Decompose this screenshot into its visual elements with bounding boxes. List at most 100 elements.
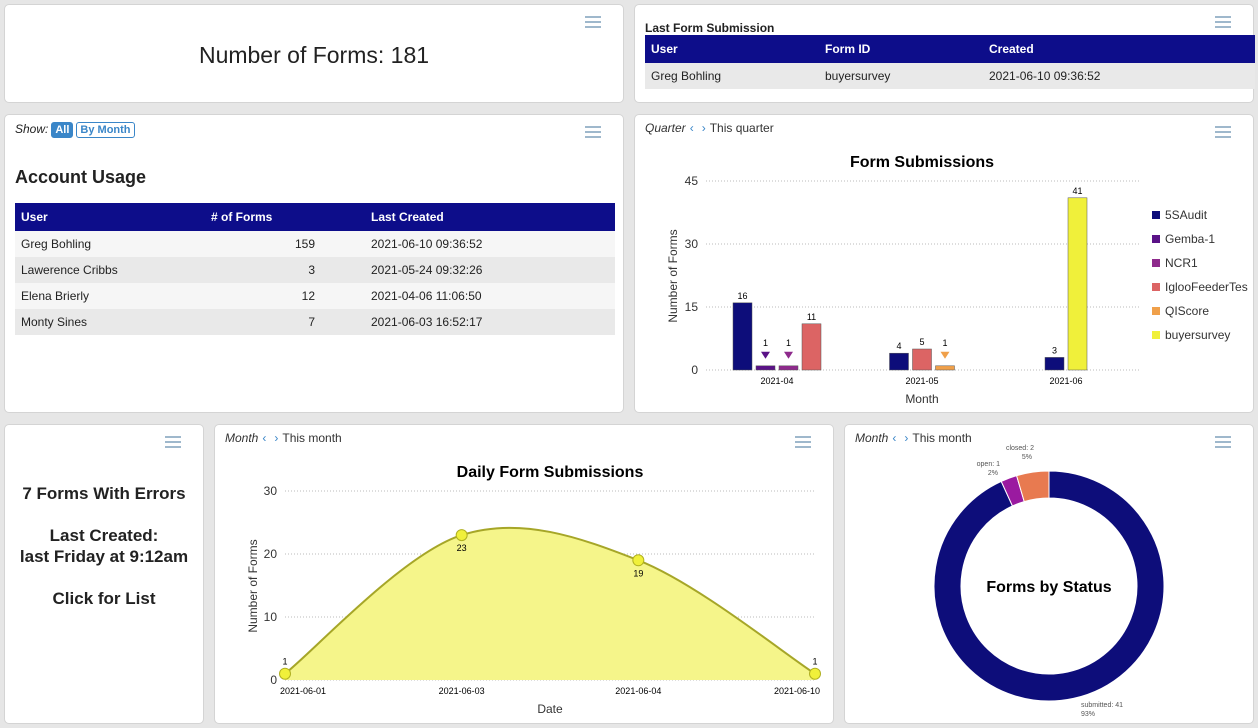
period-nav: Quarter ‹ › This quarter: [645, 121, 774, 135]
legend-label: IglooFeederTes: [1165, 280, 1248, 294]
prev-chevron-icon[interactable]: ‹: [892, 431, 897, 445]
table-row[interactable]: Lawerence Cribbs 3 2021-05-24 09:32:26: [15, 257, 615, 283]
next-chevron-icon[interactable]: ›: [701, 121, 706, 135]
errors-count: 7 Forms With Errors: [22, 484, 186, 503]
daily-submissions-panel: Month ‹ › This month Daily Form Submissions…: [214, 424, 834, 724]
forms-count: Number of Forms: 181: [198, 42, 430, 68]
cell: 2021-06-03 16:52:17: [365, 309, 615, 335]
data-point[interactable]: [455, 529, 468, 542]
cell: 3: [205, 257, 365, 283]
cell: Monty Sines: [15, 309, 205, 335]
current-period: This month: [282, 431, 342, 445]
prev-chevron-icon[interactable]: ‹: [689, 121, 694, 135]
x-tick-label: 2021-06-01: [280, 686, 326, 696]
data-point[interactable]: [279, 667, 291, 680]
menu-icon[interactable]: [165, 433, 181, 451]
table-row[interactable]: Greg Bohling buyersurvey 2021-06-10 09:36:…: [645, 63, 1255, 89]
period-nav: Month ‹ › This month: [855, 431, 972, 445]
col-header: User: [15, 203, 205, 231]
menu-icon[interactable]: [585, 13, 601, 31]
x-tick-label: 2021-06-03: [439, 686, 485, 696]
chart-title: Daily Form Submissions: [457, 464, 644, 481]
form-submissions-panel: Quarter ‹ › This quarter Form Submissions 0 1…: [634, 114, 1254, 413]
cell: buyersurvey: [819, 63, 983, 89]
account-usage-panel: Show: All By Month Account Usage User # of …: [4, 114, 624, 413]
table-row[interactable]: Monty Sines 7 2021-06-03 16:52:17: [15, 309, 615, 335]
data-point[interactable]: [632, 554, 645, 567]
forms-count-panel: Number of Forms: 181: [4, 4, 624, 103]
menu-icon[interactable]: [795, 433, 811, 451]
data-label: 1: [282, 657, 287, 667]
bar[interactable]: [912, 348, 932, 371]
legend-label: QIScore: [1165, 304, 1209, 318]
bar[interactable]: [778, 365, 799, 371]
x-tick-label: 2021-06-10: [774, 686, 820, 696]
next-chevron-icon[interactable]: ›: [274, 431, 279, 445]
data-label: 1: [763, 338, 768, 348]
legend-item[interactable]: NCR1: [1152, 256, 1198, 270]
legend-label: Gemba-1: [1165, 232, 1215, 246]
bar[interactable]: [935, 365, 955, 371]
errors-panel[interactable]: 7 Forms With Errors Last Created: last F…: [4, 424, 204, 724]
y-tick-label: 15: [685, 300, 699, 314]
x-axis-label: Date: [537, 702, 563, 716]
bar[interactable]: [889, 352, 909, 371]
table-row[interactable]: Elena Brierly 12 2021-04-06 11:06:50: [15, 283, 615, 309]
period-nav: Month ‹ › This month: [225, 431, 342, 445]
legend-label: buyersurvey: [1165, 328, 1230, 342]
bar[interactable]: [1044, 357, 1065, 371]
all-button[interactable]: All: [51, 122, 74, 138]
menu-icon[interactable]: [1215, 13, 1231, 31]
slice-pct: 2%: [988, 470, 998, 477]
pie-slice[interactable]: [933, 470, 1165, 702]
y-tick-label: 45: [685, 174, 699, 188]
bar[interactable]: [801, 323, 822, 371]
legend-item[interactable]: QIScore: [1152, 304, 1209, 318]
y-tick-label: 0: [270, 673, 277, 687]
daily-submissions-chart: Daily Form Submissions 0 10 20 30 1 2021-06-01…: [246, 464, 821, 716]
next-chevron-icon[interactable]: ›: [904, 431, 909, 445]
cell: Greg Bohling: [645, 63, 819, 89]
prev-chevron-icon[interactable]: ‹: [262, 431, 267, 445]
bar[interactable]: [1067, 197, 1088, 371]
cell: 2021-06-10 09:36:52: [365, 231, 615, 257]
cell: Lawerence Cribbs: [15, 257, 205, 283]
legend-item[interactable]: IglooFeederTes: [1152, 280, 1248, 294]
menu-icon[interactable]: [1215, 433, 1231, 451]
legend-label: 5SAudit: [1165, 208, 1208, 222]
last-submission-panel: Last Form Submission User Form ID Created …: [634, 4, 1255, 103]
chart-title: Form Submissions: [850, 154, 994, 171]
click-for-list-link[interactable]: Click for List: [52, 589, 156, 608]
marker-triangle-icon: [761, 351, 770, 359]
data-label: 3: [1052, 345, 1057, 355]
legend-label: NCR1: [1165, 256, 1198, 270]
menu-icon[interactable]: [585, 123, 601, 141]
legend-item[interactable]: Gemba-1: [1152, 232, 1215, 246]
pie-slice[interactable]: [1015, 470, 1050, 503]
cell: 12: [205, 283, 365, 309]
data-point[interactable]: [809, 667, 821, 680]
legend-swatch: [1152, 331, 1160, 339]
marker-triangle-icon: [784, 351, 793, 359]
slice-label: closed: 2: [1006, 445, 1034, 452]
bar[interactable]: [755, 365, 776, 371]
legend-item[interactable]: buyersurvey: [1152, 328, 1230, 342]
cell: 2021-04-06 11:06:50: [365, 283, 615, 309]
cell: 7: [205, 309, 365, 335]
x-tick-label: 2021-06-04: [615, 686, 661, 696]
by-month-button[interactable]: By Month: [76, 122, 135, 138]
data-label: 41: [1072, 186, 1082, 196]
forms-by-status-panel: Month ‹ › This month submitted: 41 93% open: …: [844, 424, 1254, 724]
y-axis-label: Number of Forms: [666, 229, 680, 322]
last-created-label: Last Created:: [49, 526, 159, 545]
panel-title: Last Form Submission: [645, 21, 775, 35]
y-tick-label: 10: [264, 610, 278, 624]
data-label: 23: [457, 543, 467, 553]
slice-label: open: 1: [977, 461, 1000, 468]
last-submission-table: User Form ID Created Greg Bohling buyersurv…: [645, 35, 1255, 89]
table-row[interactable]: Greg Bohling 159 2021-06-10 09:36:52: [15, 231, 615, 257]
bar[interactable]: [732, 302, 753, 371]
panel-title: Account Usage: [15, 167, 147, 187]
legend-item[interactable]: 5SAudit: [1152, 208, 1208, 222]
menu-icon[interactable]: [1215, 123, 1231, 141]
